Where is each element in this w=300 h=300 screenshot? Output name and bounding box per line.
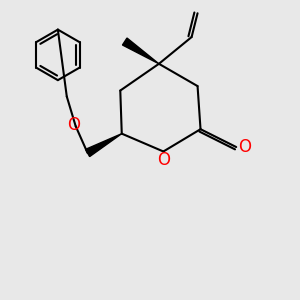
- Polygon shape: [122, 38, 159, 64]
- Text: O: O: [238, 138, 251, 156]
- Polygon shape: [85, 134, 122, 157]
- Text: O: O: [157, 152, 170, 169]
- Text: O: O: [68, 116, 80, 134]
